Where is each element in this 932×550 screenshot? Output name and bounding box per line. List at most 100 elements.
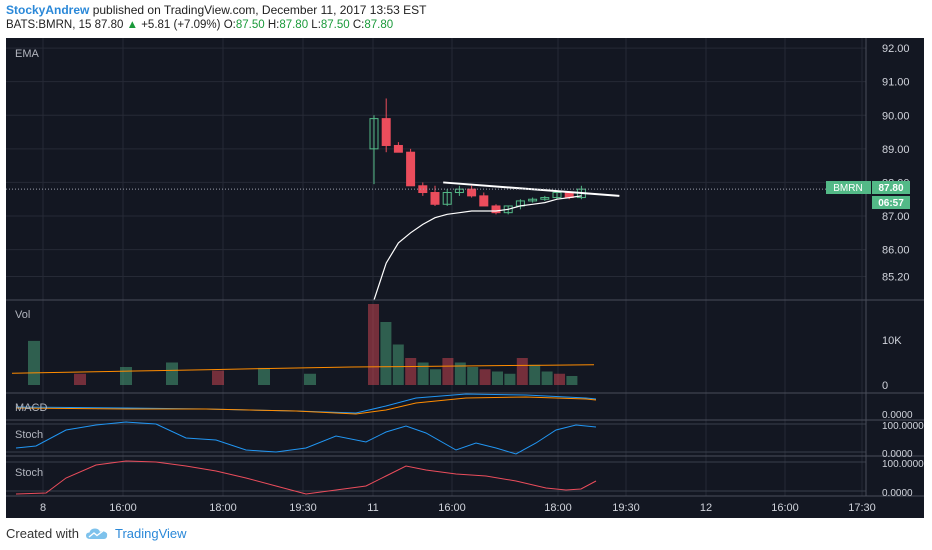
chart-svg[interactable]: 8 16:00 18:00 19:30 11 16:00 18:00 19:30 12 16:00… <box>6 38 924 518</box>
volume-bar <box>492 371 503 385</box>
stoch1-tick-label: 100.0000 <box>882 421 924 432</box>
countdown-badge-bg <box>872 196 910 209</box>
macd-tick-label: 0.0000 <box>882 410 913 421</box>
price-tick-label: 86.00 <box>882 245 910 257</box>
price-tick-label: 91.00 <box>882 77 910 89</box>
volume-bar <box>28 340 40 385</box>
high-label: H: <box>267 19 280 31</box>
tradingview-cloud-icon <box>85 528 108 539</box>
volume-bar <box>212 370 224 385</box>
candle-body <box>467 188 477 197</box>
price-tick-label: 90.00 <box>882 110 910 122</box>
ema-pane-label: EMA <box>15 48 40 60</box>
volume-bar <box>479 369 491 385</box>
volume-bar <box>541 371 553 385</box>
chart-background <box>6 38 924 518</box>
candle-body <box>479 195 489 207</box>
volume-bar <box>120 367 132 385</box>
price-badge-text: 87.80 <box>878 183 903 194</box>
x-tick-label: 12 <box>700 502 712 514</box>
volume-bar <box>380 322 392 385</box>
volume-bar <box>467 367 479 385</box>
volume-bar <box>417 362 429 385</box>
up-arrow-icon: ▲ <box>126 19 138 31</box>
publisher-name[interactable]: StockyAndrew <box>6 3 90 17</box>
symbol-header: BATS:BMRN, 15 87.80 ▲ +5.81 (+7.09%) O:8… <box>6 19 393 31</box>
candle-body <box>552 192 562 199</box>
x-tick-label: 11 <box>367 502 378 514</box>
stoch2-pane[interactable] <box>6 460 866 495</box>
candle-body <box>442 192 452 205</box>
chart-area[interactable]: 8 16:00 18:00 19:30 11 16:00 18:00 19:30 12 16:00… <box>6 38 924 518</box>
volume-bar <box>504 373 516 385</box>
stoch2-line <box>15 460 597 495</box>
candle-body <box>381 118 391 146</box>
volume-bar <box>454 362 466 385</box>
volume-bar <box>405 358 417 385</box>
footer: Created with TradingView <box>6 526 187 541</box>
macd-pane-label: MACD <box>15 402 47 414</box>
last-price: 87.80 <box>94 19 124 31</box>
volume-ma-line <box>11 364 595 374</box>
price-tick-label: 89.00 <box>882 144 910 156</box>
volume-bar <box>430 369 441 385</box>
volume-bar <box>529 364 541 385</box>
x-tick-label: 8 <box>40 502 46 514</box>
candle-body <box>540 197 550 200</box>
volume-pane[interactable] <box>11 304 595 385</box>
candle-body <box>430 192 440 205</box>
price-badge-bg <box>872 181 910 194</box>
price-change: +5.81 (+7.09%) <box>141 19 221 31</box>
stoch1-pane-label: Stoch <box>15 429 43 441</box>
x-tick-label: 17:30 <box>848 502 876 514</box>
candle-body <box>406 151 416 187</box>
low-value: 87.50 <box>320 19 350 31</box>
symbol-badge-bg <box>826 181 871 194</box>
high-value: 87.80 <box>279 19 309 31</box>
volume-bar <box>368 304 379 385</box>
open-value: 87.50 <box>235 19 265 31</box>
price-tick-label: 85.20 <box>882 271 910 283</box>
symbol-label: BATS:BMRN, 15 <box>6 19 92 31</box>
x-tick-label: 16:00 <box>771 502 799 514</box>
close-label: C: <box>352 19 365 31</box>
published-text: published on TradingView.com, December 1… <box>92 3 427 17</box>
symbol-badge: BMRN <box>826 181 871 194</box>
volume-bar <box>74 373 86 385</box>
volume-bar <box>392 344 404 385</box>
price-badge: 87.80 <box>872 181 910 194</box>
volume-bar <box>442 358 454 385</box>
x-tick-label: 16:00 <box>109 502 137 514</box>
price-pane[interactable] <box>6 98 866 301</box>
tradingview-link[interactable]: TradingView <box>114 526 187 541</box>
volume-tick-label: 0 <box>882 380 888 392</box>
volume-bar <box>554 373 565 385</box>
candle-body <box>393 144 403 153</box>
ema-line <box>373 195 582 301</box>
x-tick-label: 19:30 <box>612 502 640 514</box>
low-label: L: <box>311 19 321 31</box>
stoch2-pane-label: Stoch <box>15 467 43 479</box>
price-tick-label: 92.00 <box>882 43 910 55</box>
created-with-text: Created with <box>6 526 79 541</box>
stoch1-tick-label: 0.0000 <box>882 449 913 460</box>
x-tick-label: 18:00 <box>544 502 572 514</box>
macd-signal-line <box>15 396 597 415</box>
stoch2-tick-label: 0.0000 <box>882 488 913 499</box>
x-tick-label: 16:00 <box>438 502 466 514</box>
macd-pane[interactable] <box>15 393 597 415</box>
stoch1-line <box>15 421 597 455</box>
volume-bar <box>258 367 270 385</box>
candle-body <box>369 118 379 150</box>
close-value: 87.80 <box>364 19 394 31</box>
candle-body <box>528 198 538 202</box>
open-label: O: <box>223 19 236 31</box>
x-tick-label: 18:00 <box>209 502 237 514</box>
grid-lines <box>6 38 866 496</box>
volume-tick-label: 10K <box>882 335 902 347</box>
countdown-badge: 06:57 <box>872 196 910 209</box>
stoch1-pane[interactable] <box>6 421 866 455</box>
volume-bar <box>516 358 528 385</box>
publish-header: StockyAndrew published on TradingView.co… <box>6 3 426 17</box>
stoch2-tick-label: 100.0000 <box>882 459 924 470</box>
